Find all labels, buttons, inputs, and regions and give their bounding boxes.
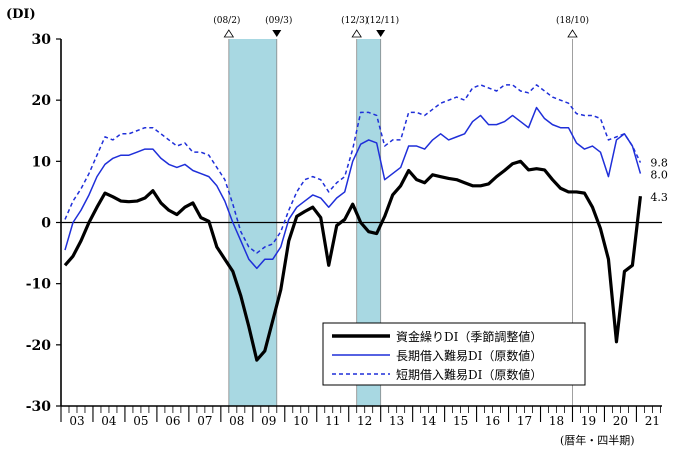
x-tick-label: 09 <box>261 414 276 428</box>
series-layer: 4.3 8.09.8 <box>63 84 668 362</box>
legend-label-short-term: 短期借入難易DI（原数値） <box>396 367 542 382</box>
series-line-0 <box>63 159 643 362</box>
x-tick-label: 06 <box>165 414 180 428</box>
trough-triangle-icon <box>272 30 282 37</box>
x-tick-label: 19 <box>581 414 596 428</box>
x-tick-label: 04 <box>101 414 117 428</box>
x-axis-unit-label: (暦年・四半期) <box>560 433 635 447</box>
y-tick-label: -10 <box>26 277 52 293</box>
x-tick-label: 16 <box>485 414 500 428</box>
x-tick-label: 10 <box>293 414 308 428</box>
x-tick-label: 11 <box>325 414 340 428</box>
x-tick-label: 15 <box>453 414 468 428</box>
legend-box <box>322 322 586 386</box>
x-tick-label: 13 <box>389 414 404 428</box>
legend-label-long-term: 長期借入難易DI（原数値） <box>396 348 542 363</box>
recession-end-label-0: (09/3) <box>265 15 292 26</box>
y-axis-unit-label: (DI) <box>6 7 36 22</box>
x-tick-label: 14 <box>421 414 437 428</box>
series-end-label-0: 4.3 <box>650 191 668 204</box>
x-tick-label: 05 <box>133 414 148 428</box>
x-tick-label: 12 <box>357 414 372 428</box>
series-end-label-2: 9.8 <box>650 157 668 170</box>
peak-triangle-icon <box>351 29 362 38</box>
x-tick-label: 21 <box>645 414 660 428</box>
x-tick-label: 18 <box>549 414 564 428</box>
peak-triangle-icon <box>223 29 235 38</box>
legend-label-funding: 資金繰りDI（季節調整値） <box>396 329 542 344</box>
x-tick-label: 17 <box>517 414 532 428</box>
y-tick-label: 10 <box>32 154 52 170</box>
y-tick-label: 30 <box>32 32 52 48</box>
x-tick-label: 07 <box>197 414 212 428</box>
recession-start-label-0: (08/2) <box>213 15 240 26</box>
series-end-label-1: 8.0 <box>650 169 668 182</box>
recession-start-label-1: (12/3) <box>341 15 368 26</box>
trough-triangle-icon <box>376 30 386 37</box>
recession-end-label-1: (12/11) <box>366 15 399 26</box>
x-tick-label: 08 <box>229 414 244 428</box>
series-line-2 <box>64 84 642 254</box>
y-tick-label: -20 <box>26 338 52 354</box>
x-tick-label: 20 <box>613 414 628 428</box>
peak-marker-label: (18/10) <box>556 15 589 26</box>
y-tick-label: 0 <box>41 216 51 232</box>
series-line-1 <box>64 106 642 270</box>
legend: 資金繰りDI（季節調整値） 長期借入難易DI（原数値） 短期借入難易DI（原数値… <box>322 322 586 386</box>
y-tick-label: 20 <box>32 93 52 109</box>
y-tick-label: -30 <box>26 399 52 415</box>
peak-marker-triangle-icon <box>567 29 578 38</box>
x-tick-label: 03 <box>69 414 84 428</box>
